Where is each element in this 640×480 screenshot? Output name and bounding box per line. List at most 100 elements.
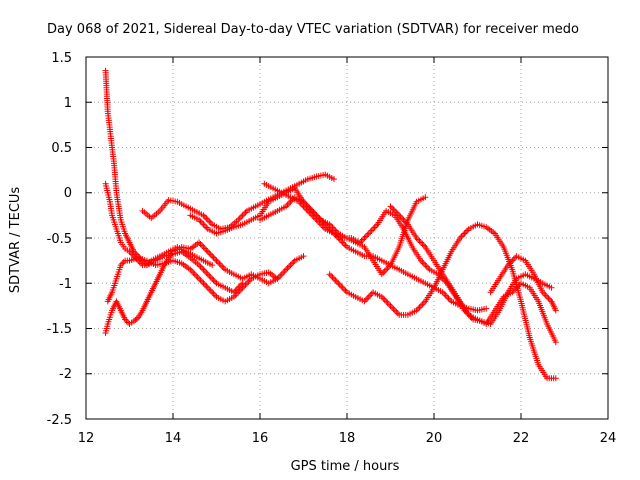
point-sat-h xyxy=(306,209,313,216)
point-sat-d xyxy=(203,283,210,290)
point-sat-i xyxy=(384,299,391,306)
point-sat-d xyxy=(197,277,204,284)
point-sat-d xyxy=(194,274,201,281)
point-sat-i xyxy=(386,301,393,308)
axis-ticks xyxy=(85,56,609,420)
y-tick-label: 0 xyxy=(64,186,72,201)
point-sat-c xyxy=(217,262,224,269)
point-sat-f xyxy=(199,219,205,226)
point-sat-i xyxy=(461,230,468,237)
point-sat-i xyxy=(335,280,342,287)
point-sat-a xyxy=(206,272,213,279)
point-sat-h xyxy=(423,263,430,270)
point-sat-k xyxy=(545,295,552,302)
point-sat-h xyxy=(307,210,314,217)
point-sat-c xyxy=(216,260,223,267)
point-sat-e xyxy=(201,213,208,220)
y-tick-label: -2 xyxy=(59,367,72,382)
point-sat-h xyxy=(300,203,307,210)
point-sat-d xyxy=(235,289,242,296)
point-sat-h xyxy=(313,216,320,223)
point-sat-c xyxy=(209,253,216,260)
point-sat-i xyxy=(391,307,398,314)
x-tick-label: 18 xyxy=(339,431,356,446)
point-sat-h xyxy=(304,207,311,214)
point-sat-g xyxy=(483,305,490,312)
point-sat-j xyxy=(390,206,397,213)
point-sat-a xyxy=(209,275,216,282)
point-sat-c xyxy=(286,263,292,270)
point-sat-g xyxy=(342,242,349,249)
point-sat-i xyxy=(420,299,427,306)
point-sat-i xyxy=(362,296,369,303)
point-sat-i xyxy=(328,272,335,279)
point-sat-k xyxy=(552,307,559,314)
point-sat-i xyxy=(329,274,336,281)
point-sat-c xyxy=(288,260,295,267)
point-sat-c xyxy=(204,248,211,255)
point-sat-d xyxy=(188,268,195,275)
point-sat-a xyxy=(201,268,208,275)
point-sat-e xyxy=(242,209,249,216)
plot-frame xyxy=(85,56,609,420)
point-sat-g xyxy=(446,296,453,303)
point-sat-j xyxy=(415,236,422,243)
point-sat-d xyxy=(191,271,198,278)
y-tick-label: -2.5 xyxy=(47,413,72,428)
point-sat-h xyxy=(420,260,427,267)
y-tick-label: 1.5 xyxy=(51,51,72,66)
point-sat-d xyxy=(232,292,239,299)
point-sat-j xyxy=(419,241,426,248)
point-sat-f xyxy=(200,221,207,228)
point-sat-c xyxy=(207,251,214,258)
point-sat-j xyxy=(513,284,520,291)
point-sat-d xyxy=(209,289,216,296)
point-sat-e xyxy=(204,216,211,223)
point-sat-i xyxy=(380,295,387,302)
point-sat-j xyxy=(387,203,394,210)
point-sat-a xyxy=(203,269,210,276)
point-sat-f xyxy=(201,222,208,229)
point-sat-i xyxy=(415,305,422,312)
point-sat-d xyxy=(243,280,250,287)
point-sat-g xyxy=(286,200,292,207)
point-sat-d xyxy=(274,275,281,282)
point-sat-h xyxy=(312,215,319,222)
point-sat-i xyxy=(326,271,333,278)
point-sat-h xyxy=(367,228,374,235)
point-sat-d xyxy=(239,284,246,291)
point-sat-g xyxy=(442,292,449,299)
point-sat-h xyxy=(315,218,321,225)
chart-title: Day 068 of 2021, Sidereal Day-to-day VTE… xyxy=(47,22,579,37)
point-sat-g xyxy=(341,241,348,248)
point-sat-c xyxy=(281,268,288,275)
point-sat-i xyxy=(458,233,465,240)
point-sat-b xyxy=(209,262,216,269)
point-sat-d xyxy=(246,277,253,284)
y-axis-label: SDTVAR / TECUs xyxy=(8,187,23,294)
point-sat-g xyxy=(444,293,451,300)
point-sat-d xyxy=(120,259,127,266)
point-sat-d xyxy=(200,280,207,287)
point-sat-i xyxy=(462,228,469,235)
y-tick-label: -1 xyxy=(59,277,72,292)
point-sat-a xyxy=(197,263,204,270)
point-sat-c xyxy=(214,259,221,266)
point-sat-a xyxy=(204,271,211,278)
point-sat-d xyxy=(201,281,208,288)
point-sat-d xyxy=(238,286,245,293)
point-sat-i xyxy=(339,284,346,291)
point-sat-i xyxy=(330,275,337,282)
point-sat-c xyxy=(280,269,287,276)
point-sat-d xyxy=(242,281,249,288)
point-sat-d xyxy=(204,284,211,291)
point-sat-d xyxy=(206,286,213,293)
point-sat-g xyxy=(336,236,343,243)
point-sat-h xyxy=(425,265,432,272)
point-sat-e xyxy=(207,219,214,226)
point-sat-c xyxy=(220,265,227,272)
point-sat-j xyxy=(388,204,395,211)
x-tick-label: 12 xyxy=(78,431,95,446)
point-sat-c xyxy=(197,241,204,248)
